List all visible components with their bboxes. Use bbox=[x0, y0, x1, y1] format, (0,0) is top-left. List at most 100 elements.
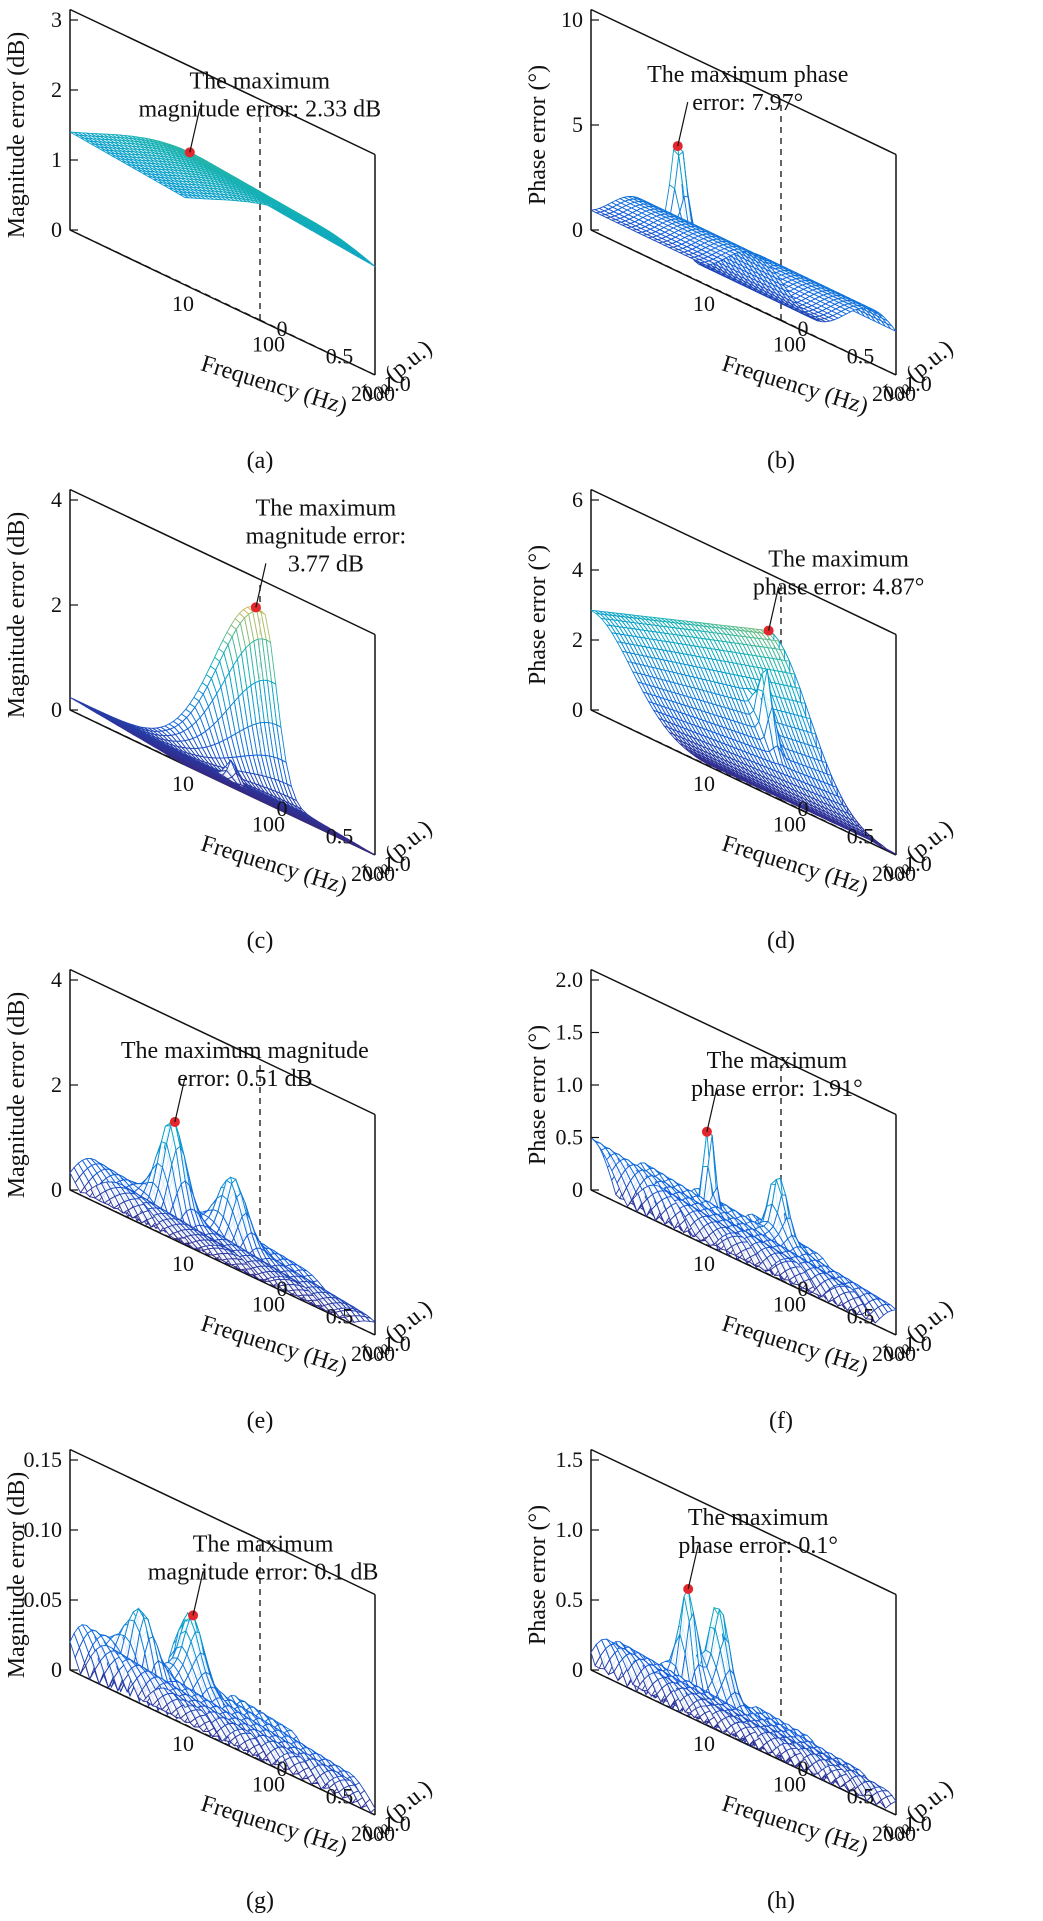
panel-label: (d) bbox=[767, 928, 795, 954]
z-ticks: 0 2 4 bbox=[51, 487, 78, 722]
y-tick-label: 1.0 bbox=[904, 371, 932, 396]
current-axis-line bbox=[705, 284, 897, 376]
x-tick-label: 2000 bbox=[351, 381, 395, 406]
z-tick-label: 6 bbox=[572, 487, 583, 512]
panel-e: 0 2 4 10 100 2000 0 0.5 1.0 Magnitude error (dB) F… bbox=[0, 960, 520, 1440]
y-tick-label: 0.5 bbox=[326, 344, 354, 369]
z-tick-label: 1 bbox=[51, 147, 62, 172]
top-edges bbox=[69, 488, 376, 636]
max-annotation-line: The maximum bbox=[189, 68, 330, 94]
z-tick-label: 3 bbox=[51, 7, 62, 32]
current-axis-line bbox=[184, 284, 376, 376]
y-tick-label: 0.5 bbox=[847, 344, 875, 369]
max-annotation-line: The maximum bbox=[256, 495, 397, 521]
max-annotation-line: phase error: 4.87° bbox=[753, 575, 925, 601]
annotation-leader bbox=[189, 108, 201, 153]
frequency-axis-line bbox=[69, 709, 186, 766]
x-ticks: 10 100 2000 bbox=[693, 771, 916, 886]
surface-cell bbox=[365, 849, 376, 856]
surface-mesh bbox=[69, 1121, 377, 1324]
max-annotation-line: error: 7.97° bbox=[692, 90, 803, 116]
x-tick-label: 2000 bbox=[351, 861, 395, 886]
surface-cell bbox=[886, 848, 897, 855]
x-ticks: 10 100 2000 bbox=[693, 291, 916, 406]
annotation-leader bbox=[677, 101, 689, 147]
z-tick-label: 2 bbox=[51, 592, 62, 617]
annotation-leader bbox=[255, 563, 267, 608]
frequency-axis-line bbox=[590, 709, 707, 766]
maximum-point bbox=[763, 625, 774, 636]
x-tick-label: 10 bbox=[693, 771, 715, 796]
z-tick-label: 2 bbox=[51, 77, 62, 102]
surface-mesh bbox=[69, 605, 376, 856]
y-ticks: 0 0.5 1.0 bbox=[277, 796, 411, 876]
panel-label: (c) bbox=[247, 928, 274, 954]
frequency-axis-line bbox=[590, 229, 707, 286]
z-tick-label: 4 bbox=[51, 487, 62, 512]
surface-mesh bbox=[69, 131, 376, 267]
panel-d: 0 2 4 6 10 100 2000 0 0.5 1.0 Phase error (°) Frequ… bbox=[521, 480, 1041, 960]
y-tick-label: 1.0 bbox=[383, 851, 411, 876]
max-annotation-line: 3.77 dB bbox=[288, 551, 364, 577]
current-axis-line bbox=[184, 1244, 376, 1336]
z-tick-label: 4 bbox=[572, 557, 583, 582]
axis-box bbox=[69, 968, 376, 1336]
z-tick-label: 5 bbox=[572, 112, 583, 137]
z-tick-label: 0 bbox=[51, 697, 62, 722]
panel-b: 0 5 10 10 100 2000 0 0.5 1.0 Phase error (°) Frequ… bbox=[521, 0, 1041, 480]
top-edges bbox=[69, 8, 376, 156]
x-tick-label: 100 bbox=[252, 812, 285, 837]
y-ticks: 0 0.5 1.0 bbox=[798, 316, 932, 396]
z-tick-label: 10 bbox=[561, 7, 583, 32]
x-tick-label: 10 bbox=[693, 291, 715, 316]
x-tick-label: 2000 bbox=[872, 861, 916, 886]
y-tick-label: 1.0 bbox=[383, 371, 411, 396]
surface-mesh bbox=[590, 609, 897, 855]
panel-label: (a) bbox=[247, 448, 274, 474]
z-tick-label: 0 bbox=[572, 217, 583, 242]
annotation-leader bbox=[768, 586, 780, 631]
frequency-axis-line bbox=[69, 229, 186, 286]
max-annotation-line: magnitude error: bbox=[246, 523, 407, 549]
panel-label: (b) bbox=[767, 448, 795, 474]
z-axis-label: Magnitude error (dB) bbox=[4, 32, 30, 239]
y-tick-label: 0.5 bbox=[847, 824, 875, 849]
y-tick-label: 0 bbox=[798, 316, 809, 341]
panel-a: 0 1 2 3 10 100 2000 0 0.5 1.0 Magnitude error (dB)… bbox=[0, 0, 520, 480]
z-axis-label: Phase error (°) bbox=[525, 65, 551, 205]
x-tick-label: 100 bbox=[773, 332, 806, 357]
y-ticks: 0 0.5 1.0 bbox=[798, 796, 932, 876]
surface-mesh bbox=[589, 144, 897, 332]
y-tick-label: 0 bbox=[798, 796, 809, 821]
y-ticks: 0 0.5 1.0 bbox=[277, 316, 411, 396]
y-tick-label: 1.0 bbox=[904, 851, 932, 876]
y-tick-label: 0.5 bbox=[326, 824, 354, 849]
y-tick-label: 0 bbox=[277, 316, 288, 341]
x-tick-label: 2000 bbox=[872, 381, 916, 406]
axis-box bbox=[590, 8, 897, 376]
x-tick-label: 100 bbox=[773, 812, 806, 837]
max-annotation-line: The maximum bbox=[768, 547, 909, 573]
x-tick-label: 100 bbox=[252, 332, 285, 357]
max-annotation-line: The maximum phase bbox=[647, 62, 848, 88]
y-tick-label: 0 bbox=[277, 796, 288, 821]
top-edges bbox=[590, 488, 897, 636]
top-edges bbox=[69, 968, 376, 1116]
axis-box bbox=[69, 8, 376, 376]
frequency-axis-line bbox=[69, 1189, 186, 1246]
surface-cell bbox=[365, 259, 376, 267]
z-ticks: 0 5 10 bbox=[561, 7, 599, 242]
z-tick-label: 0 bbox=[572, 697, 583, 722]
